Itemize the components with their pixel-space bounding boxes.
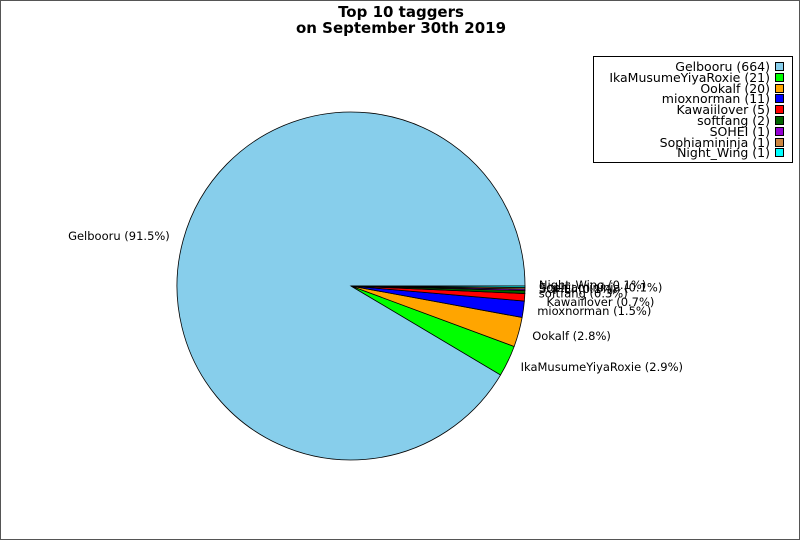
- legend-swatch: [775, 72, 784, 82]
- legend-entry: Gelbooru (664): [675, 59, 784, 74]
- legend-label: Ookalf (20): [700, 80, 770, 96]
- legend-entry: Ookalf (20): [700, 80, 784, 96]
- legend-swatch: [775, 116, 784, 125]
- legend-entry: mioxnorman (11): [661, 91, 784, 107]
- legend-swatch: [775, 105, 784, 115]
- legend-label: Night_Wing (1): [677, 145, 770, 161]
- slice-label-sohei: SOHEI (0.1%): [539, 282, 617, 296]
- slice-label-ookalf: Ookalf (2.8%): [532, 329, 611, 343]
- legend-swatch: [775, 83, 784, 93]
- slice-label-kawaiilover: Kawaiilover (0.7%): [547, 295, 655, 309]
- slice-label-sophiamininja: Sophiamininja (0.1%): [539, 280, 662, 294]
- chart-legend: Gelbooru (664) IkaMusumeYiyaRoxie (21) Ook…: [593, 56, 793, 163]
- legend-swatch: [775, 137, 784, 147]
- legend-entry: Night_Wing (1): [677, 145, 784, 161]
- legend-label: softfang (2): [697, 113, 770, 128]
- pie-slice-night-wing: [350, 285, 526, 288]
- legend-label: Kawaiilover (5): [676, 102, 771, 118]
- legend-label: Gelbooru (664): [675, 59, 770, 74]
- slice-label-softfang: softfang (0.3%): [539, 287, 628, 301]
- legend-swatch: [775, 148, 784, 158]
- legend-entry: Sophiamininja (1): [659, 134, 784, 150]
- slice-label-ikamusumeyiyaroxie: IkaMusumeYiyaRoxie (2.9%): [521, 360, 683, 374]
- legend-entry: IkaMusumeYiyaRoxie (21): [609, 69, 784, 85]
- legend-entry: softfang (2): [697, 113, 784, 128]
- slice-label-night-wing: Night_Wing (0.1%): [539, 278, 646, 292]
- legend-label: IkaMusumeYiyaRoxie (21): [609, 69, 770, 85]
- legend-label: Sophiamininja (1): [659, 134, 770, 150]
- legend-entry: SOHEI (1): [709, 123, 784, 139]
- slice-label-gelbooru: Gelbooru (91.5%): [68, 229, 170, 243]
- legend-label: SOHEI (1): [709, 123, 770, 139]
- slice-label-mioxnorman: mioxnorman (1.5%): [537, 304, 651, 318]
- legend-entry: Kawaiilover (5): [676, 102, 784, 118]
- legend-swatch: [775, 94, 784, 104]
- chart-title-line-1: Top 10 taggers: [338, 3, 464, 21]
- legend-swatch: [775, 62, 784, 71]
- chart-title-line-2: on September 30th 2019: [295, 19, 507, 37]
- legend-label: mioxnorman (11): [661, 91, 770, 107]
- legend-swatch: [775, 126, 784, 136]
